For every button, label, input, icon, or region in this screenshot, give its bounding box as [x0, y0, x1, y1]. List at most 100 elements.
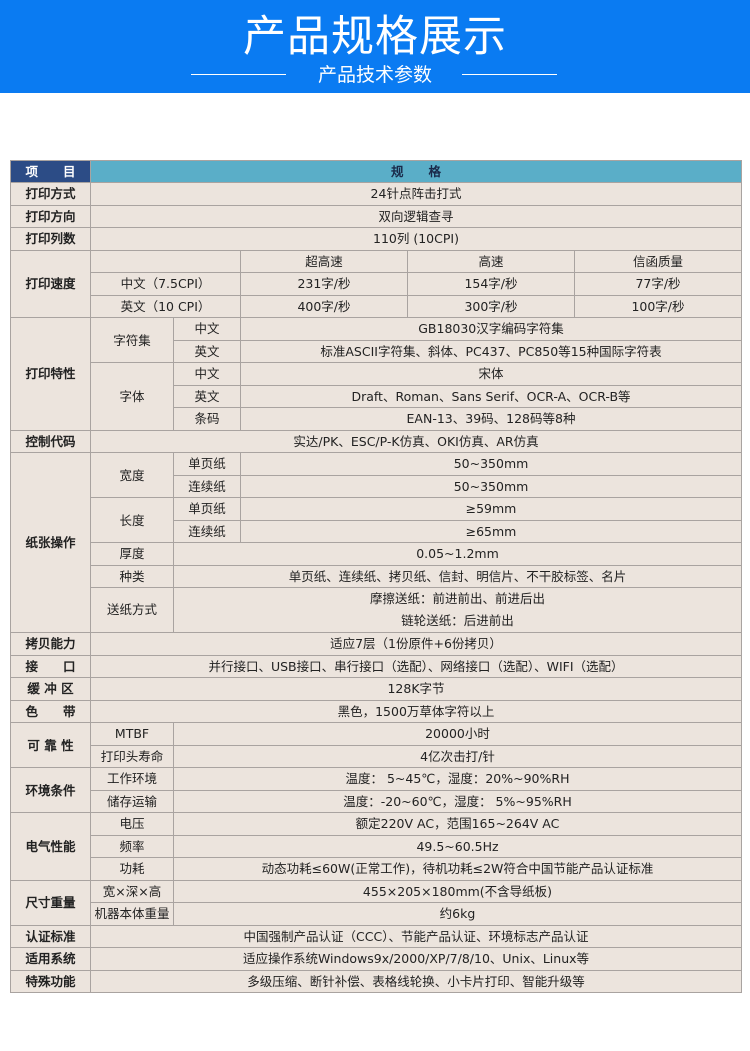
row-value: 110列 (10CPI): [90, 227, 742, 251]
row-value: 适应7层（1份原件+6份拷贝）: [90, 632, 742, 656]
sub-sub-label: 条码: [173, 407, 241, 431]
row-value: 标准ASCII字符集、斜体、PC437、PC850等15种国际字符表: [240, 339, 742, 363]
sub-label: 字体: [90, 362, 174, 431]
row-value: 中国强制产品认证（CCC）、节能产品认证、环境标志产品认证: [90, 924, 742, 948]
row-value: 4亿次击打/针: [173, 744, 742, 768]
row-value: 双向逻辑查寻: [90, 204, 742, 228]
table-row: 打印方向 双向逻辑查寻: [10, 204, 742, 228]
table-row: 特殊功能 多级压缩、断针补偿、表格线轮换、小卡片打印、智能升级等: [10, 969, 742, 993]
row-value: 50~350mm: [240, 452, 742, 476]
row-label: 缓 冲 区: [10, 677, 91, 701]
row-value: 128K字节: [90, 677, 742, 701]
row-label: 打印特性: [10, 317, 91, 431]
speed-value: 154字/秒: [407, 272, 575, 296]
table-row: 储存运输 温度：-20~60℃，湿度： 5%~95%RH: [11, 789, 742, 813]
table-row: 色 带黑色，1500万草体字符以上: [10, 699, 742, 723]
row-value: 455×205×180mm(不含导纸板): [173, 879, 742, 903]
row-value: 温度：-20~60℃，湿度： 5%~95%RH: [173, 789, 742, 813]
sub-label: 种类: [90, 564, 174, 588]
sub-label: 厚度: [90, 542, 174, 566]
sub-label: 宽×深×高: [90, 879, 174, 903]
feed-line: 摩擦送纸：前进前出、前进后出: [369, 591, 545, 606]
sub-sub-label: 连续纸: [173, 519, 241, 543]
speed-mode: 信函质量: [574, 249, 742, 273]
row-value: 单页纸、连续纸、拷贝纸、信封、明信片、不干胶标签、名片: [173, 564, 742, 588]
row-value: 49.5~60.5Hz: [173, 834, 742, 858]
table-row: 可 靠 性 MTBF 20000小时: [10, 722, 742, 768]
table-row: 中文（7.5CPI） 231字/秒 154字/秒 77字/秒: [11, 272, 742, 296]
sub-sub-label: 英文: [173, 339, 241, 363]
row-value: 多级压缩、断针补偿、表格线轮换、小卡片打印、智能升级等: [90, 969, 742, 993]
header-item: 项 目: [10, 160, 91, 183]
row-value: 24针点阵击打式: [90, 182, 742, 206]
table-row: 功耗 动态功耗≤60W(正常工作)，待机功耗≤2W符合中国节能产品认证标准: [11, 857, 742, 881]
header-banner: 产品规格展示 产品技术参数: [0, 0, 750, 93]
sub-sub-label: 单页纸: [173, 452, 241, 476]
table-row: 适用系统 适应操作系统Windows9x/2000/XP/7/8/10、Unix、…: [10, 947, 742, 971]
table-row: 字体 中文 宋体: [11, 362, 742, 431]
sub-sub-label: 连续纸: [173, 474, 241, 498]
sub-label: 频率: [90, 834, 174, 858]
row-value: 摩擦送纸：前进前出、前进后出 链轮送纸：后进前出: [173, 587, 742, 633]
table-row: 打印方式 24针点阵击打式: [10, 182, 742, 206]
table-row: 种类 单页纸、连续纸、拷贝纸、信封、明信片、不干胶标签、名片: [11, 564, 742, 588]
sub-label: 电压: [90, 812, 174, 836]
page-subtitle: 产品技术参数: [317, 64, 432, 86]
row-value: 20000小时: [173, 722, 742, 746]
table-row: 机器本体重量 约6kg: [11, 902, 742, 926]
table-row: 厚度 0.05~1.2mm: [11, 542, 742, 566]
table-row: 控制代码 实达/PK、ESC/P-K仿真、OKI仿真、AR仿真: [10, 429, 742, 453]
row-label: 打印列数: [10, 227, 91, 251]
sub-label: 长度: [90, 497, 174, 543]
row-label: 环境条件: [10, 767, 91, 813]
sub-label: MTBF: [90, 722, 174, 746]
speed-value: 400字/秒: [240, 294, 408, 318]
sub-label: 机器本体重量: [90, 902, 174, 926]
speed-value: 300字/秒: [407, 294, 575, 318]
row-label: 打印方向: [10, 204, 91, 228]
row-value: ≥65mm: [240, 519, 742, 543]
row-label: 特殊功能: [10, 969, 91, 993]
row-value: 并行接口、USB接口、串行接口（选配）、网络接口（选配）、WIFI（选配）: [90, 654, 742, 678]
row-value: 额定220V AC，范围165~264V AC: [173, 812, 742, 836]
sub-sub-label: 中文: [173, 317, 241, 341]
row-value: 动态功耗≤60W(正常工作)，待机功耗≤2W符合中国节能产品认证标准: [173, 857, 742, 881]
row-label: 拷贝能力: [10, 632, 91, 656]
sub-label: 宽度: [90, 452, 174, 498]
divider-left: [191, 74, 286, 75]
row-value: 适应操作系统Windows9x/2000/XP/7/8/10、Unix、Linu…: [90, 947, 742, 971]
sub-label: 储存运输: [90, 789, 174, 813]
row-value: 0.05~1.2mm: [173, 542, 742, 566]
speed-mode: 高速: [407, 249, 575, 273]
row-label: 色 带: [10, 699, 91, 723]
feed-line: 链轮送纸：后进前出: [401, 613, 514, 628]
table-row: 认证标准 中国强制产品认证（CCC）、节能产品认证、环境标志产品认证: [10, 924, 742, 948]
divider-right: [462, 74, 557, 75]
row-label: 控制代码: [10, 429, 91, 453]
table-row: 电气性能 电压 额定220V AC，范围165~264V AC: [10, 812, 742, 881]
sub-label: 功耗: [90, 857, 174, 881]
sub-label: 工作环境: [90, 767, 174, 791]
row-value: 宋体: [240, 362, 742, 386]
table-row: 打印头寿命 4亿次击打/针: [11, 744, 742, 768]
sub-sub-label: 中文: [173, 362, 241, 386]
table-row: 英文（10 CPI） 400字/秒 300字/秒 100字/秒: [11, 294, 742, 318]
table-row: 接 口并行接口、USB接口、串行接口（选配）、网络接口（选配）、WIFI（选配）: [10, 654, 742, 678]
row-label: 打印速度: [10, 249, 91, 318]
sub-label: 中文（7.5CPI）: [90, 272, 241, 296]
table-row: 送纸方式 摩擦送纸：前进前出、前进后出 链轮送纸：后进前出: [11, 587, 742, 633]
row-value: 温度： 5~45℃，湿度：20%~90%RH: [173, 767, 742, 791]
table-row: 缓 冲 区 128K字节: [10, 677, 742, 701]
table-row: 打印速度 超高速 高速 信函质量: [10, 249, 742, 318]
speed-mode: 超高速: [240, 249, 408, 273]
row-label: 可 靠 性: [10, 722, 91, 768]
sub-label: 打印头寿命: [90, 744, 174, 768]
sub-label: 送纸方式: [90, 587, 174, 633]
table-row: 打印特性 字符集 中文 GB18030汉字编码字符集: [10, 317, 742, 431]
table-row: 纸张操作 宽度 单页纸 50~350mm: [10, 452, 742, 633]
row-value: GB18030汉字编码字符集: [240, 317, 742, 341]
row-value: 黑色，1500万草体字符以上: [90, 699, 742, 723]
row-value: 实达/PK、ESC/P-K仿真、OKI仿真、AR仿真: [90, 429, 742, 453]
table-row: 条码 EAN-13、39码、128码等8种: [11, 407, 742, 431]
header-spec: 规 格: [90, 160, 742, 183]
